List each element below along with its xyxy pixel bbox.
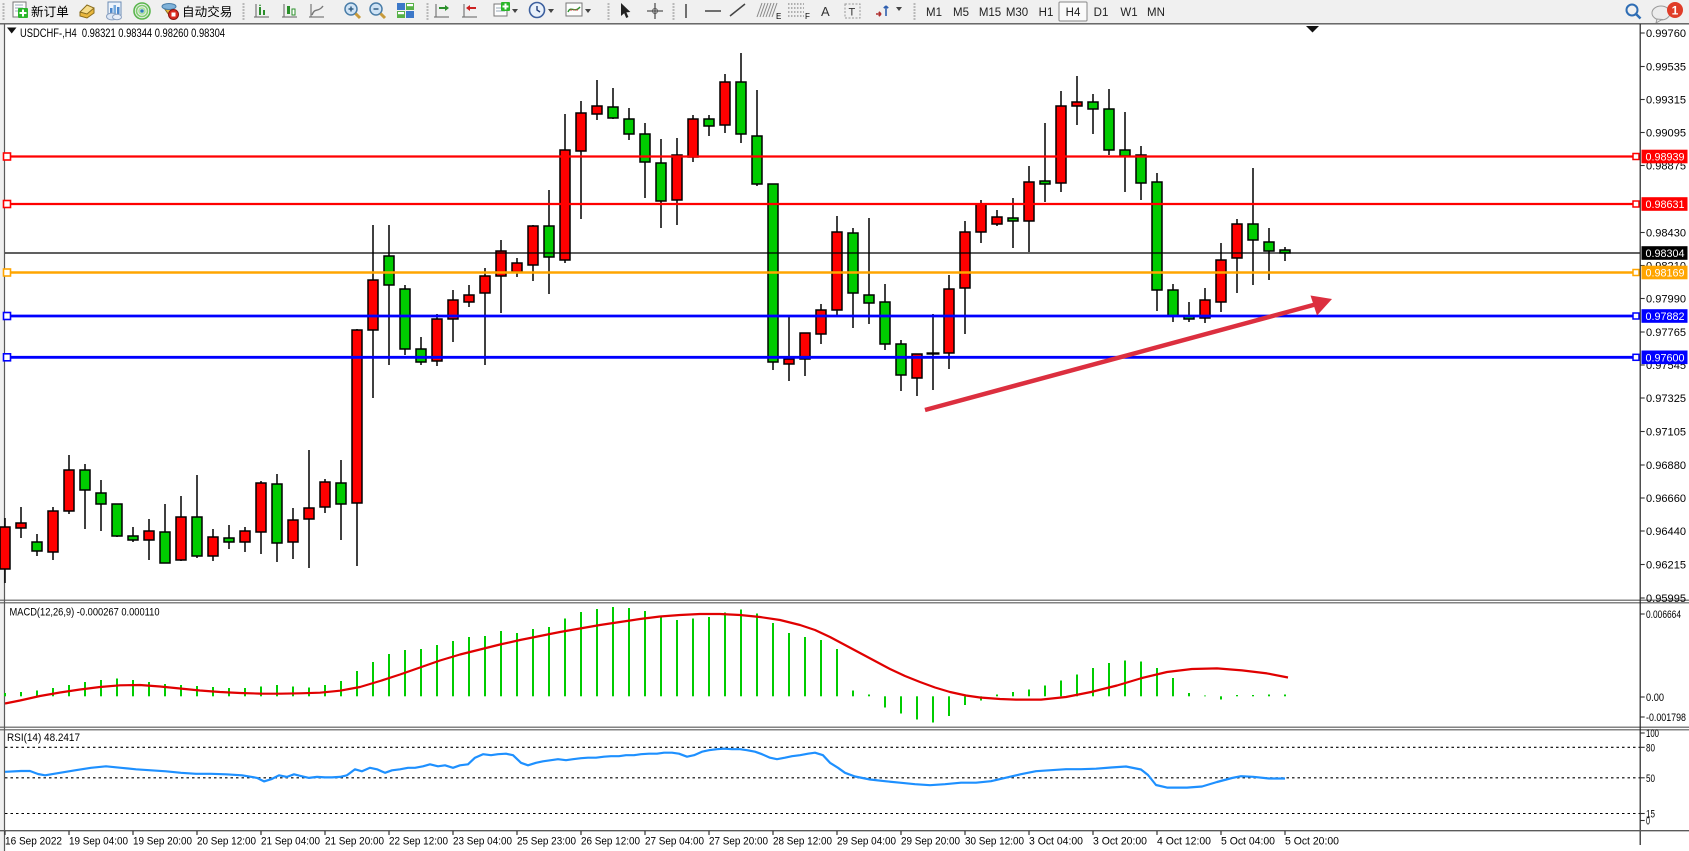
- svg-text:MN: MN: [1147, 7, 1165, 19]
- svg-text:5 Oct 04:00: 5 Oct 04:00: [1221, 836, 1275, 848]
- svg-text:D1: D1: [1094, 7, 1109, 19]
- svg-text:0.97105: 0.97105: [1646, 427, 1686, 439]
- svg-text:0.96880: 0.96880: [1646, 460, 1686, 472]
- svg-text:30 Sep 12:00: 30 Sep 12:00: [965, 836, 1024, 848]
- svg-text:29 Sep 04:00: 29 Sep 04:00: [837, 836, 896, 848]
- svg-text:0.97325: 0.97325: [1646, 393, 1686, 405]
- svg-text:0: 0: [1646, 816, 1650, 828]
- svg-text:M30: M30: [1006, 7, 1028, 19]
- svg-text:H4: H4: [1066, 7, 1081, 19]
- svg-text:27 Sep 20:00: 27 Sep 20:00: [709, 836, 768, 848]
- svg-text:21 Sep 04:00: 21 Sep 04:00: [261, 836, 320, 848]
- svg-text:0.99315: 0.99315: [1646, 95, 1686, 107]
- svg-text:0.98631: 0.98631: [1646, 199, 1685, 211]
- svg-text:0.96440: 0.96440: [1646, 526, 1686, 538]
- svg-text:20 Sep 12:00: 20 Sep 12:00: [197, 836, 256, 848]
- svg-text:0.98430: 0.98430: [1646, 228, 1686, 240]
- svg-text:M1: M1: [926, 7, 942, 19]
- svg-text:0.98875: 0.98875: [1646, 161, 1686, 173]
- svg-text:M15: M15: [979, 7, 1001, 19]
- svg-text:A: A: [821, 4, 830, 19]
- svg-text:28 Sep 12:00: 28 Sep 12:00: [773, 836, 832, 848]
- svg-text:15: 15: [1646, 809, 1655, 821]
- svg-text:50: 50: [1646, 773, 1655, 785]
- svg-text:16 Sep 2022: 16 Sep 2022: [5, 836, 62, 848]
- svg-text:H1: H1: [1039, 7, 1054, 19]
- svg-text:1: 1: [1672, 4, 1679, 18]
- svg-text:0.99535: 0.99535: [1646, 62, 1686, 74]
- svg-text:USDCHF-,H4 0.98321 0.98344 0.: USDCHF-,H4 0.98321 0.98344 0.98260 0.983…: [20, 26, 225, 40]
- svg-text:E: E: [776, 12, 781, 21]
- svg-text:0.97990: 0.97990: [1646, 294, 1686, 306]
- svg-text:27 Sep 04:00: 27 Sep 04:00: [645, 836, 704, 848]
- svg-text:0.00: 0.00: [1646, 692, 1664, 704]
- svg-text:80: 80: [1646, 742, 1655, 754]
- svg-text:M5: M5: [953, 7, 969, 19]
- svg-text:26 Sep 12:00: 26 Sep 12:00: [581, 836, 640, 848]
- svg-text:0.98304: 0.98304: [1646, 248, 1685, 260]
- svg-text:3 Oct 20:00: 3 Oct 20:00: [1093, 836, 1147, 848]
- svg-text:0.006664: 0.006664: [1646, 609, 1681, 621]
- svg-text:4 Oct 12:00: 4 Oct 12:00: [1157, 836, 1211, 848]
- svg-text:0.98939: 0.98939: [1646, 152, 1685, 164]
- svg-text:0.96660: 0.96660: [1646, 493, 1686, 505]
- svg-text:0.97600: 0.97600: [1646, 352, 1685, 364]
- svg-text:T: T: [849, 7, 856, 19]
- svg-text:W1: W1: [1120, 7, 1137, 19]
- svg-text:22 Sep 12:00: 22 Sep 12:00: [389, 836, 448, 848]
- svg-text:3 Oct 04:00: 3 Oct 04:00: [1029, 836, 1083, 848]
- svg-text:19 Sep 04:00: 19 Sep 04:00: [69, 836, 128, 848]
- svg-text:F: F: [805, 12, 810, 21]
- svg-text:100: 100: [1646, 728, 1659, 740]
- svg-text:0.99760: 0.99760: [1646, 28, 1686, 40]
- svg-text:5 Oct 20:00: 5 Oct 20:00: [1285, 836, 1339, 848]
- svg-text:0.99095: 0.99095: [1646, 128, 1686, 140]
- svg-text:RSI(14) 48.2417: RSI(14) 48.2417: [7, 732, 80, 744]
- svg-text:0.95995: 0.95995: [1646, 593, 1686, 605]
- svg-text:0.98169: 0.98169: [1646, 268, 1685, 280]
- svg-text:0.96215: 0.96215: [1646, 560, 1686, 572]
- svg-text:23 Sep 04:00: 23 Sep 04:00: [453, 836, 512, 848]
- svg-text:25 Sep 23:00: 25 Sep 23:00: [517, 836, 576, 848]
- svg-text:0.97882: 0.97882: [1646, 311, 1685, 323]
- svg-text:29 Sep 20:00: 29 Sep 20:00: [901, 836, 960, 848]
- svg-text:-0.001798: -0.001798: [1646, 712, 1686, 724]
- svg-text:21 Sep 20:00: 21 Sep 20:00: [325, 836, 384, 848]
- svg-text:0.97765: 0.97765: [1646, 327, 1686, 339]
- svg-text:MACD(12,26,9) -0.000267 0.0001: MACD(12,26,9) -0.000267 0.000110: [10, 607, 160, 619]
- svg-text:19 Sep 20:00: 19 Sep 20:00: [133, 836, 192, 848]
